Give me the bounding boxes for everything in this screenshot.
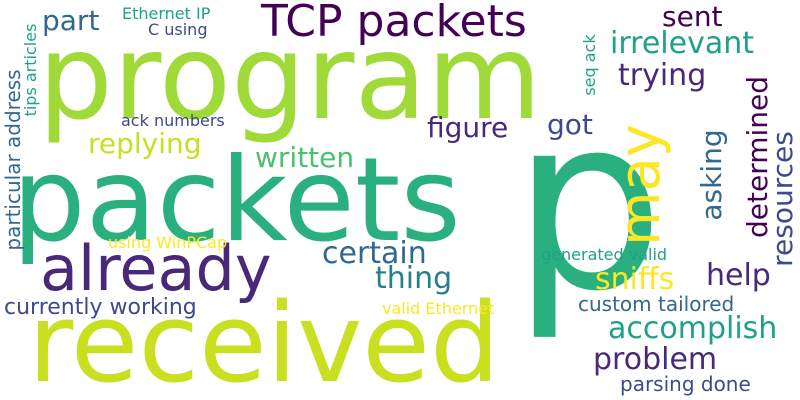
word-sent: sent — [662, 0, 723, 33]
word-resources: resources — [766, 131, 799, 267]
word-trying: trying — [618, 58, 707, 93]
word-tcp-packets: TCP packets — [261, 0, 527, 47]
word-packets: packets — [12, 133, 461, 268]
word-help: help — [706, 258, 771, 293]
word-c-using: C using — [148, 20, 208, 39]
word-received: received — [28, 279, 500, 400]
word-tips-articles: tips articles — [21, 23, 40, 117]
word-may: may — [608, 123, 673, 247]
word-using-winpcap: using WinPCap — [108, 233, 228, 252]
word-irrelevant: irrelevant — [610, 26, 754, 61]
word-ack-numbers: ack numbers — [121, 111, 225, 130]
word-problem: problem — [593, 342, 718, 377]
word-parsing-done: parsing done — [620, 372, 751, 396]
word-currently-working: currently working — [4, 295, 197, 320]
word-sniffs: sniffs — [595, 262, 675, 297]
word-written: written — [255, 141, 355, 174]
word-seq-ack: seq ack — [580, 34, 599, 96]
word-figure: figure — [427, 111, 509, 144]
word-part: part — [42, 4, 100, 37]
word-ethernet-ip: Ethernet IP — [122, 4, 211, 23]
word-generated-valid: generated valid — [541, 245, 668, 264]
word-valid-ethernet: valid Ethernet — [382, 299, 495, 318]
word-accomplish: accomplish — [608, 311, 778, 346]
word-p: p — [512, 64, 665, 344]
word-thing: thing — [375, 261, 453, 296]
word-already: already — [40, 232, 272, 305]
word-asking: asking — [695, 129, 728, 221]
word-custom-tailored: custom tailored — [578, 292, 735, 316]
word-certain: certain — [322, 236, 427, 271]
word-replying: replying — [88, 127, 202, 160]
word-got: got — [547, 108, 593, 141]
word-particular-address: particular address — [1, 69, 25, 251]
word-program: program — [38, 8, 542, 146]
